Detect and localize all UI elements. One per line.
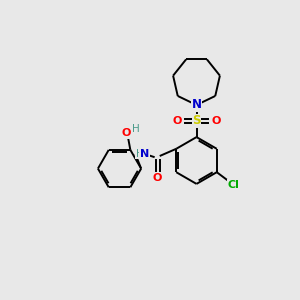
Text: O: O xyxy=(172,116,182,126)
Text: O: O xyxy=(211,116,220,126)
Text: N: N xyxy=(140,148,149,159)
Text: S: S xyxy=(192,114,201,127)
Text: Cl: Cl xyxy=(228,180,239,190)
Text: N: N xyxy=(191,98,202,112)
Text: O: O xyxy=(153,172,162,183)
Text: H: H xyxy=(133,124,140,134)
Text: H: H xyxy=(136,148,143,159)
Text: O: O xyxy=(122,128,131,138)
